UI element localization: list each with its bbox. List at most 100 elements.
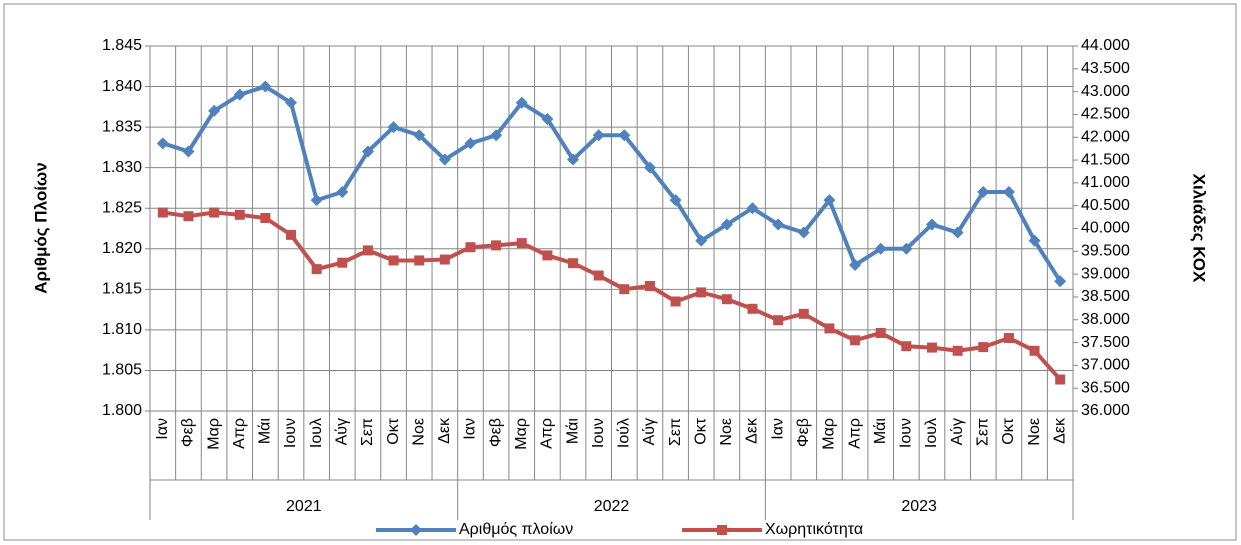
y2-axis-title: Χιλιάδες ΚΟΧ — [1190, 174, 1209, 283]
y-tick-label: 1.830 — [102, 159, 142, 176]
y2-tick-label: 40.000 — [1081, 220, 1130, 237]
point — [797, 226, 810, 239]
x-tick-label: Οκτ — [1000, 417, 1017, 444]
point — [977, 186, 990, 198]
y2-tick-label: 43.500 — [1081, 60, 1130, 77]
x-tick-label: Μάι — [872, 418, 889, 445]
x-tick-label: Αύγ — [334, 418, 351, 445]
point — [438, 153, 451, 166]
y2-tick-label: 41.500 — [1081, 151, 1130, 168]
x-tick-label: Δεκ — [744, 417, 761, 444]
point — [464, 137, 477, 150]
point — [183, 211, 194, 222]
x-tick-label: Ιουν — [898, 418, 915, 448]
point — [568, 258, 579, 269]
point — [156, 137, 169, 150]
point — [439, 254, 450, 265]
series-line — [162, 84, 1062, 283]
point — [644, 280, 655, 291]
point — [311, 264, 322, 275]
point — [849, 259, 862, 271]
y-tick-label: 1.805 — [102, 362, 142, 379]
y-tick-label: 1.840 — [102, 78, 142, 95]
point — [721, 294, 732, 305]
y2-tick-label: 37.000 — [1081, 357, 1130, 374]
x-tick-label: Οκτ — [692, 417, 709, 444]
group-label: 2022 — [594, 498, 630, 515]
y2-tick-label: 39.500 — [1081, 243, 1130, 260]
point — [798, 308, 809, 319]
point — [669, 194, 682, 207]
x-tick-label: Οκτ — [385, 417, 402, 444]
point — [387, 121, 400, 134]
point — [978, 342, 989, 353]
legend-label: Αριθμός πλοίων — [459, 521, 573, 538]
y-tick-label: 1.820 — [102, 240, 142, 257]
point — [310, 194, 323, 207]
point — [874, 242, 887, 255]
y2-tick-label: 36.000 — [1081, 402, 1130, 419]
point — [337, 257, 348, 268]
x-tick-label: Μαρ — [821, 418, 838, 450]
x-tick-label: Απρ — [231, 418, 248, 449]
point — [541, 113, 554, 125]
x-tick-label: Σεπ — [667, 418, 684, 446]
y2-tick-label: 43.000 — [1081, 83, 1130, 100]
x-tick-label: Αύγ — [641, 418, 658, 445]
point — [1028, 234, 1041, 247]
point — [926, 342, 937, 353]
point — [746, 202, 759, 215]
point — [260, 213, 271, 224]
y2-tick-label: 39.000 — [1081, 265, 1130, 282]
point — [259, 80, 272, 93]
y-tick-label: 1.835 — [102, 118, 142, 135]
x-tick-label: Σεπ — [974, 418, 991, 446]
point — [1003, 333, 1014, 343]
point — [234, 209, 245, 220]
x-tick-label: Δεκ — [1051, 417, 1068, 444]
point — [414, 255, 425, 266]
point — [362, 245, 373, 256]
y2-tick-label: 37.500 — [1081, 334, 1130, 351]
x-tick-label: Ιαν — [769, 418, 786, 440]
x-tick-label: Μαρ — [513, 418, 530, 450]
point — [695, 234, 708, 247]
point — [747, 303, 758, 314]
x-tick-label: Ιαν — [462, 418, 479, 440]
x-tick-label: Φεβ — [795, 418, 812, 447]
legend-marker — [717, 525, 727, 535]
point — [1055, 374, 1066, 385]
x-tick-label: Μάι — [564, 418, 581, 445]
x-tick-label: Νοε — [718, 418, 735, 446]
point — [490, 129, 503, 142]
x-tick-label: Ιαν — [154, 418, 171, 440]
point — [670, 296, 681, 307]
point — [773, 315, 784, 326]
point — [824, 323, 835, 334]
x-tick-label: Απρ — [846, 418, 863, 449]
y-tick-label: 1.845 — [102, 37, 142, 54]
x-tick-label: Φεβ — [180, 418, 197, 447]
group-label: 2021 — [286, 498, 322, 515]
point — [900, 242, 913, 255]
point — [286, 229, 297, 240]
legend-marker — [410, 524, 422, 536]
point — [491, 240, 502, 251]
point — [823, 194, 836, 207]
y-tick-label: 1.800 — [102, 402, 142, 419]
point — [593, 270, 604, 281]
point — [182, 145, 195, 158]
y-tick-label: 1.815 — [102, 281, 142, 298]
x-tick-label: Αύγ — [949, 418, 966, 445]
point — [361, 145, 374, 158]
point — [951, 226, 964, 239]
point — [592, 129, 605, 142]
point — [208, 104, 221, 117]
point — [618, 129, 631, 142]
point — [1029, 345, 1040, 356]
group-label: 2023 — [901, 498, 937, 515]
y2-tick-label: 36.500 — [1081, 379, 1130, 396]
point — [901, 341, 912, 352]
point — [1054, 275, 1067, 288]
